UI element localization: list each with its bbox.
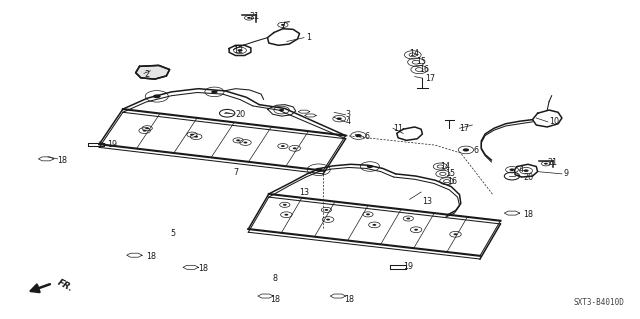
Text: 4: 4 [346, 117, 351, 126]
Text: 13: 13 [300, 188, 310, 197]
Text: 13: 13 [422, 197, 433, 206]
Text: 21: 21 [250, 12, 260, 21]
Text: 17: 17 [426, 74, 436, 83]
Text: 18: 18 [524, 210, 534, 219]
Circle shape [524, 169, 529, 172]
Text: 4: 4 [518, 165, 524, 174]
Text: 9: 9 [563, 169, 568, 178]
Circle shape [133, 255, 136, 256]
Circle shape [463, 148, 469, 152]
Circle shape [303, 111, 305, 112]
Circle shape [355, 134, 362, 137]
Circle shape [279, 109, 284, 111]
Circle shape [236, 139, 240, 141]
Circle shape [367, 165, 373, 168]
Text: 18: 18 [344, 295, 354, 304]
Circle shape [337, 117, 342, 120]
Text: 18: 18 [270, 295, 280, 304]
Text: 19: 19 [108, 140, 118, 149]
Polygon shape [183, 265, 198, 269]
Circle shape [153, 94, 161, 98]
Text: 20: 20 [236, 110, 246, 119]
Text: 3: 3 [346, 110, 351, 119]
Text: 5: 5 [170, 229, 175, 238]
Text: 8: 8 [273, 274, 278, 283]
Circle shape [454, 233, 458, 235]
Circle shape [281, 145, 285, 147]
Circle shape [366, 213, 370, 215]
Text: 12: 12 [234, 46, 244, 55]
Text: SXT3-B4010D: SXT3-B4010D [573, 298, 624, 307]
Text: 21: 21 [547, 158, 557, 167]
Circle shape [264, 295, 267, 297]
Text: 16: 16 [447, 177, 457, 186]
Circle shape [189, 267, 192, 268]
Text: 10: 10 [549, 117, 559, 126]
Text: 18: 18 [198, 264, 209, 273]
Circle shape [195, 136, 198, 138]
Text: 6: 6 [365, 132, 370, 141]
Text: 15: 15 [416, 57, 426, 66]
Polygon shape [298, 110, 310, 113]
Circle shape [247, 17, 251, 19]
Circle shape [211, 90, 218, 93]
Text: 18: 18 [58, 156, 68, 165]
Circle shape [244, 142, 247, 144]
Text: 14: 14 [410, 49, 420, 58]
Circle shape [315, 168, 323, 172]
Text: 6: 6 [474, 146, 479, 155]
Circle shape [145, 127, 149, 129]
Text: 16: 16 [419, 65, 429, 74]
Text: 11: 11 [394, 124, 404, 133]
Text: 17: 17 [460, 124, 470, 133]
Circle shape [45, 158, 47, 160]
Text: 19: 19 [403, 262, 413, 271]
Polygon shape [38, 157, 54, 161]
Circle shape [324, 209, 328, 211]
Circle shape [326, 219, 330, 220]
Text: 20: 20 [524, 173, 534, 182]
Text: 15: 15 [445, 169, 455, 178]
Circle shape [283, 204, 287, 206]
Polygon shape [136, 65, 170, 79]
Circle shape [284, 214, 288, 216]
Text: 18: 18 [146, 252, 156, 261]
Text: 1: 1 [306, 33, 311, 42]
Circle shape [508, 174, 516, 178]
Circle shape [310, 115, 311, 116]
Circle shape [292, 147, 297, 149]
Circle shape [509, 168, 515, 171]
Text: 2: 2 [144, 70, 149, 78]
Polygon shape [330, 294, 346, 298]
Circle shape [281, 24, 285, 26]
Polygon shape [504, 211, 520, 215]
Circle shape [190, 134, 194, 136]
Circle shape [406, 218, 410, 219]
Circle shape [337, 295, 339, 297]
Polygon shape [127, 253, 142, 257]
Circle shape [372, 224, 376, 226]
Circle shape [223, 111, 231, 115]
Circle shape [237, 49, 243, 52]
Polygon shape [305, 114, 316, 117]
Polygon shape [258, 294, 273, 298]
Text: 14: 14 [440, 162, 451, 171]
Circle shape [544, 163, 548, 165]
Circle shape [511, 212, 513, 214]
Circle shape [414, 229, 418, 231]
Text: 7: 7 [233, 168, 238, 177]
Circle shape [143, 130, 147, 131]
Text: FR.: FR. [56, 278, 75, 293]
